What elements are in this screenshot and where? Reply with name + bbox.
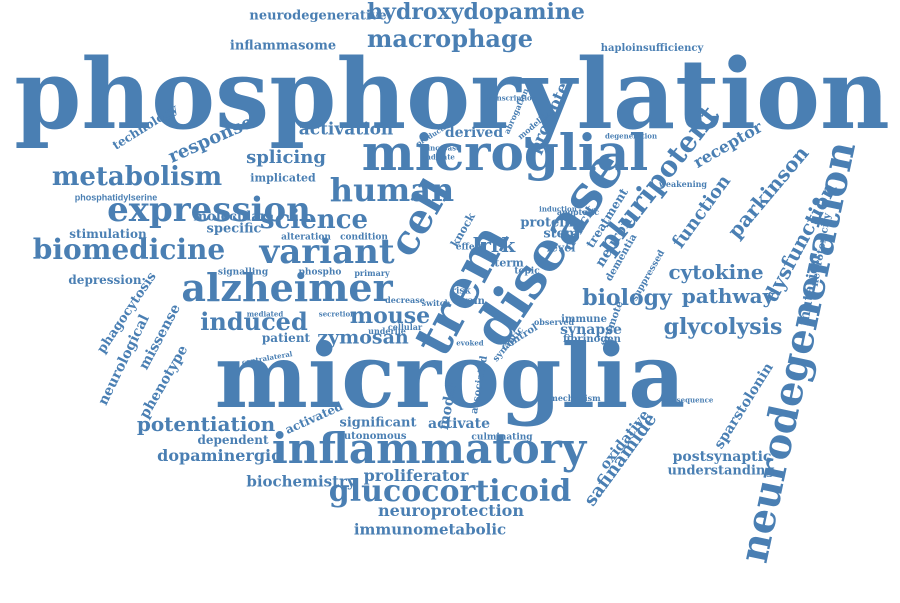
word-splicing: splicing: [246, 147, 326, 168]
word-human: human: [329, 171, 455, 209]
word-neuroprotection: neuroprotection: [378, 501, 524, 520]
word-activate: activate: [428, 416, 490, 432]
word-mouse: mouse: [349, 303, 431, 329]
word-biomedicine: biomedicine: [32, 233, 226, 266]
word-underlie: underlie: [368, 326, 406, 336]
word-microglia: microglia: [214, 324, 686, 428]
word-neurodegenerative: neurodegenerative: [249, 8, 387, 24]
word-culminating: culminating: [471, 432, 533, 443]
word-fibrinogen: fibrinogen: [563, 334, 621, 345]
word-mechanism: mechanism: [549, 393, 601, 403]
word-consequence: consequence: [662, 395, 714, 405]
word-alzheimer: alzheimer: [181, 265, 393, 310]
word-inflammatory: inflammatory: [271, 424, 587, 473]
word-specific: specific: [206, 221, 262, 237]
word-significant: significant: [339, 415, 417, 431]
word-depression: depression: [68, 273, 142, 287]
word-dependent: dependent: [197, 433, 269, 447]
word-dopaminergic: dopaminergic: [157, 446, 281, 465]
word-increase: increase: [427, 143, 461, 153]
word-microglial: microglial: [361, 123, 649, 182]
word-potentiation: potentiation: [136, 412, 276, 436]
word-implicated: implicated: [250, 171, 316, 185]
word-observed: observed: [533, 317, 575, 327]
word-cytokine: cytokine: [668, 260, 764, 284]
word-term: term: [494, 256, 524, 270]
word-inflammasome: inflammasome: [229, 38, 337, 54]
word-signalling: signalling: [217, 267, 269, 278]
word-decrease: decrease: [385, 295, 425, 305]
word-understanding: understanding: [667, 463, 775, 479]
word-induction: induction: [539, 204, 577, 214]
word-molecular: molecular: [193, 209, 267, 225]
word-macrophage: macrophage: [366, 24, 534, 53]
word-activation: activation: [298, 119, 394, 140]
word-phosphorylation: phosphorylation: [14, 38, 890, 151]
word-topic: topic: [514, 266, 540, 277]
word-derived: derived: [444, 125, 504, 141]
word-alteration: alteration: [281, 232, 331, 243]
word-lrrk: lrrk: [472, 233, 516, 257]
word-primary: primary: [354, 268, 390, 278]
word-effect: effect: [455, 242, 485, 253]
word-cellular: cellular: [387, 322, 423, 332]
word-synapse: synapse: [560, 322, 622, 338]
word-protein: protein: [520, 215, 574, 231]
word-mediated: mediated: [246, 309, 284, 319]
word-glucocorticoid: glucocorticoid: [328, 474, 572, 509]
word-indicate: indicate: [423, 152, 455, 162]
word-condition: condition: [340, 232, 388, 243]
word-glycolysis: glycolysis: [663, 314, 783, 340]
word-pathway: pathway: [681, 284, 775, 308]
word-level: level: [546, 241, 576, 255]
word-weakening: weakening: [658, 179, 708, 189]
word-hydroxydopamine: hydroxydopamine: [367, 0, 585, 25]
word-zymosan: zymosan: [317, 326, 409, 349]
word-proliferator: proliferator: [363, 466, 469, 485]
word-variant: variant: [259, 232, 395, 272]
word-switch: switch: [421, 298, 451, 308]
word-phospho: phospho: [298, 267, 342, 278]
word-apoptotic: apoptotic: [556, 207, 600, 217]
word-postsynaptic: postsynaptic: [672, 449, 772, 465]
word-phosphatidylserine: phosphatidylserine: [74, 192, 158, 203]
word-secretion: secretion: [318, 309, 356, 319]
word-metabolism: metabolism: [51, 162, 223, 192]
word-expression: expression: [107, 190, 311, 230]
word-brain: brain: [455, 296, 485, 307]
word-stem: stem: [543, 226, 579, 242]
word-risk: risk: [451, 286, 471, 297]
word-stimulation: stimulation: [69, 227, 147, 241]
word-biochemistry: biochemistry: [246, 472, 356, 491]
word-transcription: transcription: [485, 93, 537, 103]
word-immunometabolic: immunometabolic: [353, 520, 507, 539]
word-evoked: evoked: [456, 338, 484, 348]
word-haploinsufficiency: haploinsufficiency: [600, 43, 704, 54]
word-science: science: [259, 205, 369, 235]
word-induced: induced: [200, 307, 308, 336]
word-patient: patient: [261, 331, 311, 345]
word-degeneration: degeneration: [604, 131, 658, 141]
word-biology: biology: [582, 285, 672, 311]
word-autonomous: autonomous: [337, 431, 407, 442]
word-immune: immune: [561, 314, 607, 325]
